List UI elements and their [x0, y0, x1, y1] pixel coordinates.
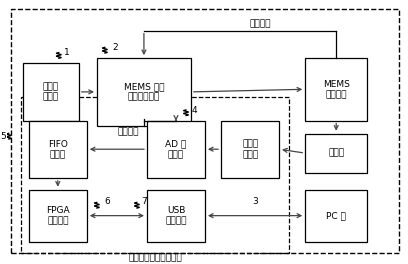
Text: 2: 2	[112, 43, 118, 51]
Text: AD 转
换电路: AD 转 换电路	[165, 139, 186, 159]
Text: 6: 6	[104, 197, 110, 206]
Text: 探测器: 探测器	[328, 149, 344, 158]
Text: FIFO
存储器: FIFO 存储器	[48, 139, 68, 159]
Text: MEMS
扫描微镜: MEMS 扫描微镜	[323, 79, 350, 99]
Text: 5: 5	[0, 132, 6, 141]
Bar	[147, 190, 205, 242]
Text: 反馈信号: 反馈信号	[249, 20, 271, 29]
Text: PC 机: PC 机	[326, 211, 346, 220]
Bar	[21, 97, 289, 253]
Text: MEMS 微镜
驱动控制模块: MEMS 微镜 驱动控制模块	[124, 82, 164, 102]
Bar	[221, 121, 279, 178]
Bar	[305, 134, 367, 173]
Bar	[29, 190, 87, 242]
Bar	[23, 63, 79, 121]
Text: 3: 3	[252, 197, 258, 206]
Bar	[29, 121, 87, 178]
Text: 触发信号: 触发信号	[117, 128, 139, 137]
Bar	[147, 121, 205, 178]
Bar	[97, 58, 191, 126]
Text: FPGA
控制电路: FPGA 控制电路	[46, 206, 70, 225]
Bar	[305, 190, 367, 242]
Text: 1: 1	[64, 48, 70, 57]
Bar	[305, 58, 367, 121]
Text: 前置放
大电路: 前置放 大电路	[242, 139, 258, 159]
Text: 振荡信
号模块: 振荡信 号模块	[43, 82, 59, 102]
Text: 光谱数据采集电路模块: 光谱数据采集电路模块	[128, 254, 182, 263]
Text: USB
接口电路: USB 接口电路	[165, 206, 187, 225]
Text: 7: 7	[141, 197, 147, 206]
Text: 4: 4	[192, 106, 197, 115]
